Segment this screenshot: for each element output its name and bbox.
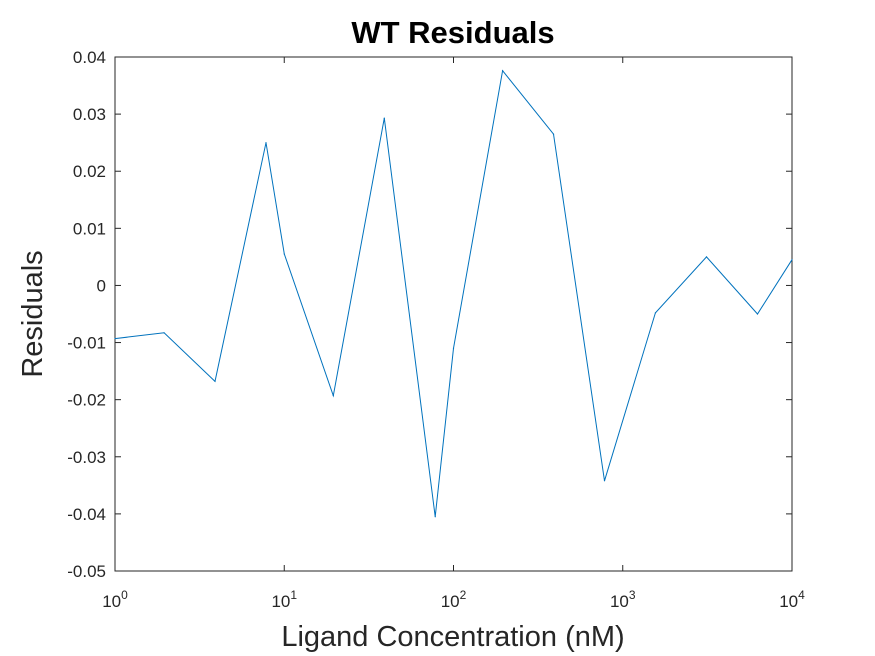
data-point	[434, 516, 436, 518]
y-tick-label: -0.04	[67, 505, 106, 524]
data-point	[603, 480, 606, 482]
y-tick-label: -0.01	[67, 334, 106, 353]
x-tick-label: 103	[610, 588, 636, 611]
x-tick-base: 10	[102, 592, 121, 611]
x-tick-label: 101	[271, 588, 297, 611]
y-tick-label: -0.02	[67, 391, 106, 410]
x-tick-exponent: 4	[798, 588, 805, 602]
data-point	[552, 133, 555, 135]
data-point	[265, 142, 267, 144]
plot-area	[114, 69, 793, 518]
data-point	[756, 313, 759, 315]
data-point	[383, 117, 385, 119]
x-tick-base: 10	[610, 592, 629, 611]
data-point	[791, 259, 793, 261]
x-tick-exponent: 2	[460, 588, 467, 602]
y-tick-label: -0.03	[67, 448, 106, 467]
data-point	[501, 70, 504, 72]
data-point	[654, 312, 657, 314]
y-tick-label: 0.01	[73, 219, 106, 238]
data-point	[332, 395, 334, 397]
y-tick-label: 0.03	[73, 105, 106, 124]
x-tick-exponent: 3	[629, 588, 636, 602]
x-tick-label: 100	[102, 588, 128, 611]
x-tick-label: 102	[441, 588, 467, 611]
y-tick-label: 0.04	[73, 48, 106, 67]
x-tick-label: 104	[779, 588, 805, 611]
x-tick-exponent: 1	[290, 588, 297, 602]
axes: -0.05 -0.04 -0.03 -0.02 -0.01 0 0.01 0.02 0.03 0.…	[67, 48, 805, 611]
axes-box	[114, 56, 793, 572]
data-point	[163, 332, 165, 334]
x-axis-label: Ligand Concentration (nM)	[281, 621, 624, 653]
data-point	[283, 253, 285, 255]
x-tick-base: 10	[271, 592, 290, 611]
x-tick-base: 10	[779, 592, 798, 611]
x-tick-exponent: 0	[121, 588, 128, 602]
y-tick-label: 0	[97, 276, 106, 295]
data-point	[214, 380, 216, 382]
y-tick-label: -0.05	[67, 562, 106, 581]
data-point	[114, 337, 116, 340]
y-axis-label: Residuals	[17, 250, 49, 377]
x-tick-base: 10	[441, 592, 460, 611]
data-point	[705, 256, 708, 258]
y-tick-label: 0.02	[73, 162, 106, 181]
data-point	[452, 347, 455, 349]
chart-title: WT Residuals	[351, 15, 554, 50]
series-line	[114, 69, 793, 517]
